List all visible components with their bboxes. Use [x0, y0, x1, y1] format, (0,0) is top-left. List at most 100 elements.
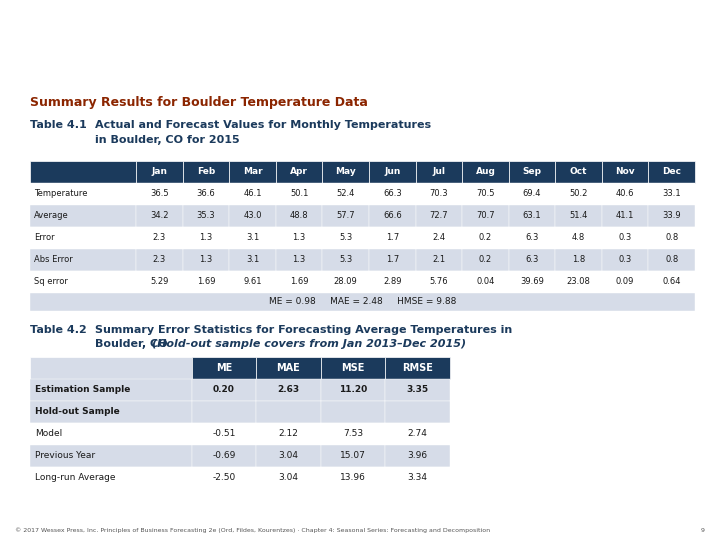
- Bar: [256, 423, 321, 445]
- Bar: [229, 205, 276, 227]
- Text: 50.1: 50.1: [290, 190, 308, 199]
- Bar: [369, 271, 415, 293]
- Text: 48.8: 48.8: [290, 212, 308, 220]
- Bar: [385, 445, 450, 467]
- Text: 2.74: 2.74: [408, 429, 428, 438]
- Text: 5.3: 5.3: [339, 255, 352, 265]
- Text: 4.8: 4.8: [572, 233, 585, 242]
- Text: 5.76: 5.76: [430, 278, 448, 287]
- Text: 5.29: 5.29: [150, 278, 168, 287]
- Bar: [555, 227, 602, 249]
- Text: Estimation Sample: Estimation Sample: [35, 386, 130, 395]
- Text: Dec: Dec: [662, 167, 681, 177]
- Bar: [555, 271, 602, 293]
- Bar: [192, 379, 256, 401]
- Text: MSE: MSE: [341, 363, 365, 373]
- Text: Abs Error: Abs Error: [34, 255, 73, 265]
- Text: Model: Model: [35, 429, 62, 438]
- Text: ME = 0.98     MAE = 2.48     HMSE = 9.88: ME = 0.98 MAE = 2.48 HMSE = 9.88: [269, 298, 456, 307]
- Bar: [509, 271, 555, 293]
- Text: 2.12: 2.12: [279, 429, 298, 438]
- Bar: [555, 205, 602, 227]
- Bar: [321, 467, 385, 489]
- Bar: [385, 357, 450, 379]
- Text: Hold-out Sample: Hold-out Sample: [35, 408, 120, 416]
- Bar: [321, 423, 385, 445]
- Bar: [30, 227, 136, 249]
- Text: 1.7: 1.7: [386, 233, 399, 242]
- Text: 70.3: 70.3: [430, 190, 448, 199]
- Text: May: May: [336, 167, 356, 177]
- Text: 3.35: 3.35: [407, 386, 428, 395]
- Text: 66.3: 66.3: [383, 190, 402, 199]
- Text: 11.20: 11.20: [339, 386, 367, 395]
- Text: ME: ME: [216, 363, 232, 373]
- Bar: [462, 271, 509, 293]
- Bar: [183, 227, 229, 249]
- Bar: [136, 205, 183, 227]
- Text: 2.4: 2.4: [432, 233, 446, 242]
- Bar: [183, 183, 229, 205]
- Bar: [509, 227, 555, 249]
- Bar: [30, 445, 192, 467]
- Bar: [602, 249, 649, 271]
- Text: 9: 9: [701, 528, 705, 533]
- Bar: [30, 423, 192, 445]
- Bar: [415, 227, 462, 249]
- Bar: [276, 183, 323, 205]
- Text: 2.3: 2.3: [153, 255, 166, 265]
- Text: 36.5: 36.5: [150, 190, 168, 199]
- Text: 33.9: 33.9: [662, 212, 681, 220]
- Text: 28.09: 28.09: [334, 278, 358, 287]
- Text: 39.69: 39.69: [520, 278, 544, 287]
- Bar: [369, 183, 415, 205]
- Bar: [602, 227, 649, 249]
- Text: Sq error: Sq error: [34, 278, 68, 287]
- Bar: [602, 271, 649, 293]
- Text: 0.2: 0.2: [479, 233, 492, 242]
- Text: 3.34: 3.34: [408, 474, 428, 483]
- Bar: [369, 161, 415, 183]
- Bar: [369, 205, 415, 227]
- Text: 2.1: 2.1: [432, 255, 446, 265]
- Text: 0.2: 0.2: [479, 255, 492, 265]
- Bar: [136, 249, 183, 271]
- Text: 0.20: 0.20: [213, 386, 235, 395]
- Bar: [276, 161, 323, 183]
- Bar: [509, 249, 555, 271]
- Bar: [649, 271, 695, 293]
- Bar: [555, 161, 602, 183]
- Bar: [415, 161, 462, 183]
- Text: Boulder, CO: Boulder, CO: [95, 339, 171, 349]
- Bar: [229, 161, 276, 183]
- Bar: [30, 183, 136, 205]
- Bar: [30, 161, 136, 183]
- Bar: [30, 401, 192, 423]
- Bar: [136, 183, 183, 205]
- Bar: [256, 467, 321, 489]
- Bar: [229, 227, 276, 249]
- Text: -0.69: -0.69: [212, 451, 235, 461]
- Text: Temperature: Temperature: [34, 190, 88, 199]
- Text: 36.6: 36.6: [197, 190, 215, 199]
- Bar: [229, 249, 276, 271]
- Bar: [415, 249, 462, 271]
- Text: Jun: Jun: [384, 167, 400, 177]
- Bar: [649, 161, 695, 183]
- Bar: [509, 183, 555, 205]
- Text: 1.3: 1.3: [292, 255, 306, 265]
- Text: 46.1: 46.1: [243, 190, 262, 199]
- Text: 7.53: 7.53: [343, 429, 363, 438]
- Text: 2.3: 2.3: [153, 233, 166, 242]
- Bar: [192, 467, 256, 489]
- Bar: [229, 183, 276, 205]
- Text: in Boulder, CO for 2015: in Boulder, CO for 2015: [95, 135, 240, 145]
- Bar: [30, 249, 136, 271]
- Text: Feb: Feb: [197, 167, 215, 177]
- Text: Nov: Nov: [616, 167, 635, 177]
- Text: 1.3: 1.3: [199, 255, 212, 265]
- Bar: [183, 271, 229, 293]
- Text: 0.3: 0.3: [618, 233, 631, 242]
- Text: 70.5: 70.5: [476, 190, 495, 199]
- Text: Aug: Aug: [475, 167, 495, 177]
